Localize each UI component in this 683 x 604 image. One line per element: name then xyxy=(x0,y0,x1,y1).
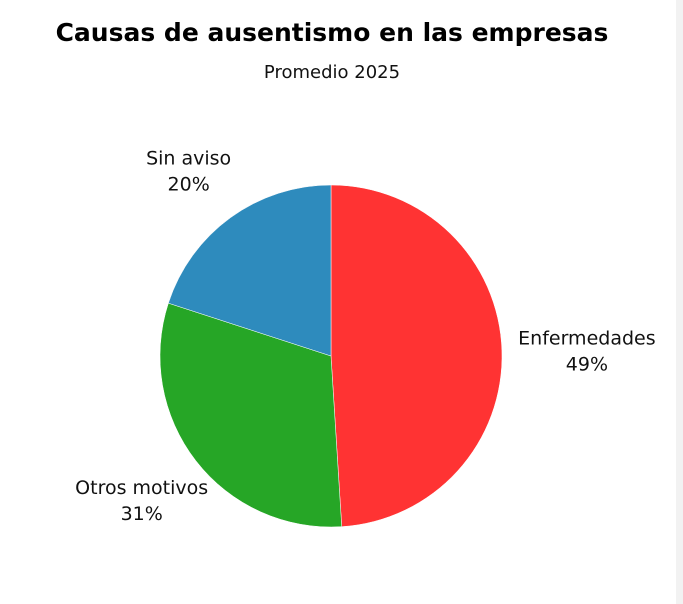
window-edge xyxy=(676,0,683,604)
chart-title: Causas de ausentismo en las empresas xyxy=(55,18,609,47)
slice-value-label: 20% xyxy=(168,173,210,195)
slice-label: Enfermedades xyxy=(518,328,655,350)
slice-value-label: 31% xyxy=(121,503,163,525)
slice-label: Sin aviso xyxy=(146,147,231,169)
chart-subtitle: Promedio 2025 xyxy=(263,62,401,83)
pie-slice-enfermedades xyxy=(330,184,503,527)
slice-label: Otros motivos xyxy=(75,477,208,499)
slice-value-label: 49% xyxy=(566,354,608,376)
pie-slice-otros-motivos xyxy=(159,302,343,528)
pie-slice-sin-aviso xyxy=(168,184,332,357)
